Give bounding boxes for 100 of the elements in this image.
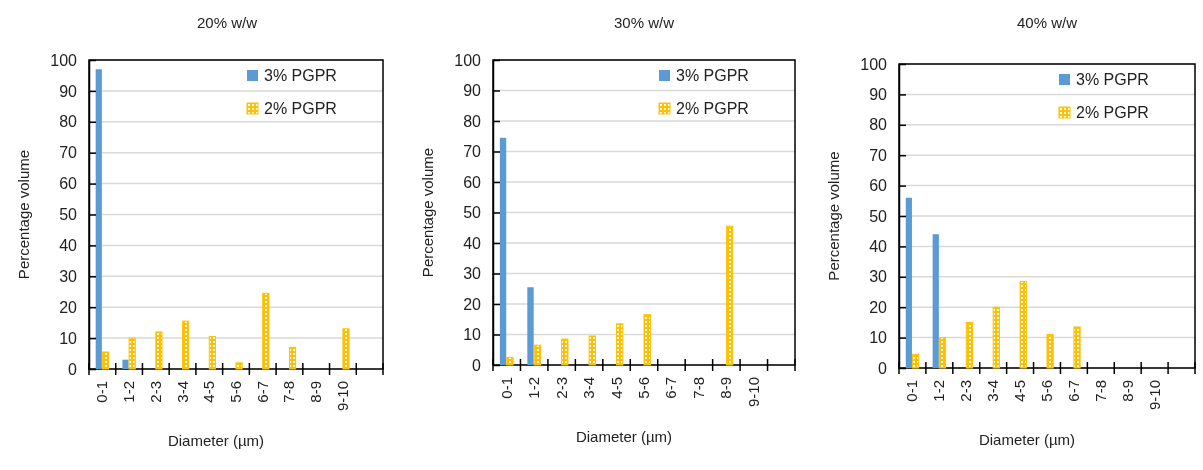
x-tick-label: 4-5	[607, 377, 625, 399]
bar	[95, 69, 102, 369]
bar	[235, 362, 243, 370]
y-tick-label: 50	[869, 207, 888, 225]
x-tick-label: 1-2	[525, 377, 543, 399]
y-tick-label: 80	[869, 116, 888, 134]
y-tick-label: 60	[463, 173, 482, 191]
bar	[1046, 334, 1054, 369]
x-tick-label: 4-5	[200, 381, 218, 403]
y-tick-label: 0	[878, 359, 888, 377]
bar	[527, 287, 534, 365]
x-tick-label: 4-5	[1011, 380, 1029, 402]
bar	[725, 225, 734, 366]
y-tick-label: 60	[869, 177, 888, 195]
y-tick-label: 100	[50, 51, 78, 69]
x-tick-label: 8-9	[307, 381, 325, 403]
x-tick-label: 5-6	[227, 381, 244, 403]
y-tick-label: 70	[59, 144, 78, 162]
chart-title: 30% w/w	[613, 14, 675, 31]
bar	[182, 320, 190, 370]
legend-label: 3% PGPR	[1076, 71, 1149, 88]
legend-label: 2% PGPR	[264, 100, 337, 117]
x-tick-label: 8-9	[1118, 380, 1136, 402]
bar	[533, 344, 542, 366]
x-tick-label: 9-10	[1145, 380, 1163, 411]
bar	[208, 336, 216, 370]
x-tick-label: 7-8	[280, 381, 298, 403]
bar	[938, 337, 947, 369]
y-tick-label: 10	[463, 326, 482, 344]
x-tick-label: 6-7	[253, 381, 271, 403]
x-tick-label: 0-1	[903, 380, 921, 402]
legend-label: 3% PGPR	[676, 67, 749, 84]
bar	[101, 351, 110, 370]
x-tick-label: 6-7	[1064, 380, 1082, 402]
chart-title: 20% w/w	[196, 14, 258, 31]
x-tick-label: 0-1	[497, 377, 515, 399]
bar	[262, 292, 270, 370]
bar	[616, 323, 624, 366]
y-tick-label: 90	[59, 82, 78, 100]
bar	[342, 328, 350, 370]
bar	[992, 306, 1000, 369]
x-axis-title: Diameter (µm)	[978, 431, 1076, 448]
bar	[1073, 326, 1081, 369]
x-tick-label: 2-3	[146, 381, 164, 403]
bar	[499, 137, 507, 365]
x-tick-label: 2-3	[957, 380, 975, 402]
bar	[965, 321, 973, 369]
legend-label: 2% PGPR	[676, 100, 749, 117]
legend-label: 2% PGPR	[1076, 104, 1149, 121]
x-axis-title: Diameter (µm)	[575, 428, 673, 445]
bar	[288, 346, 297, 370]
y-tick-label: 60	[59, 175, 78, 193]
x-tick-label: 7-8	[689, 377, 707, 399]
bar	[128, 337, 136, 370]
chart-title: 40% w/w	[1016, 14, 1078, 31]
bar	[905, 197, 912, 368]
x-tick-label: 5-6	[1038, 380, 1055, 402]
y-tick-label: 70	[463, 143, 482, 161]
x-tick-label: 3-4	[173, 381, 191, 403]
bar	[932, 234, 939, 368]
x-tick-label: 1-2	[120, 381, 138, 403]
bar	[1019, 280, 1027, 369]
y-axis-title: Percentage volume	[419, 147, 436, 278]
x-tick-label: 3-4	[984, 380, 1002, 402]
bar	[643, 314, 651, 366]
y-tick-label: 30	[59, 267, 78, 285]
x-axis-title: Diameter (µm)	[167, 432, 265, 449]
bar	[561, 338, 569, 366]
y-tick-label: 10	[59, 329, 78, 347]
y-tick-label: 70	[869, 146, 888, 164]
y-tick-label: 0	[472, 356, 482, 374]
x-tick-label: 9-10	[744, 377, 762, 408]
y-tick-label: 0	[68, 360, 78, 378]
y-tick-label: 90	[463, 82, 482, 100]
x-tick-label: 1-2	[930, 380, 948, 402]
y-tick-label: 50	[463, 204, 482, 222]
y-tick-label: 40	[59, 237, 78, 255]
y-tick-label: 40	[869, 238, 888, 256]
y-axis-title: Percentage volume	[15, 149, 32, 280]
x-tick-label: 5-6	[635, 377, 652, 399]
y-tick-label: 30	[463, 265, 482, 283]
y-tick-label: 100	[860, 55, 888, 73]
y-tick-label: 30	[869, 268, 888, 286]
x-tick-label: 6-7	[662, 377, 680, 399]
y-tick-label: 80	[59, 113, 78, 131]
y-tick-label: 50	[59, 206, 78, 224]
bar	[122, 359, 129, 369]
y-tick-label: 100	[454, 51, 482, 69]
x-tick-label: 9-10	[333, 381, 351, 412]
y-tick-label: 10	[869, 329, 888, 347]
y-tick-label: 20	[463, 295, 482, 313]
x-tick-label: 2-3	[552, 377, 570, 399]
y-tick-label: 20	[59, 298, 78, 316]
y-tick-label: 40	[463, 234, 482, 252]
y-tick-label: 90	[869, 86, 888, 104]
x-tick-label: 7-8	[1091, 380, 1109, 402]
y-tick-label: 20	[869, 298, 888, 316]
x-tick-label: 8-9	[717, 377, 735, 399]
bar	[155, 331, 163, 370]
legend-label: 3% PGPR	[264, 67, 337, 84]
